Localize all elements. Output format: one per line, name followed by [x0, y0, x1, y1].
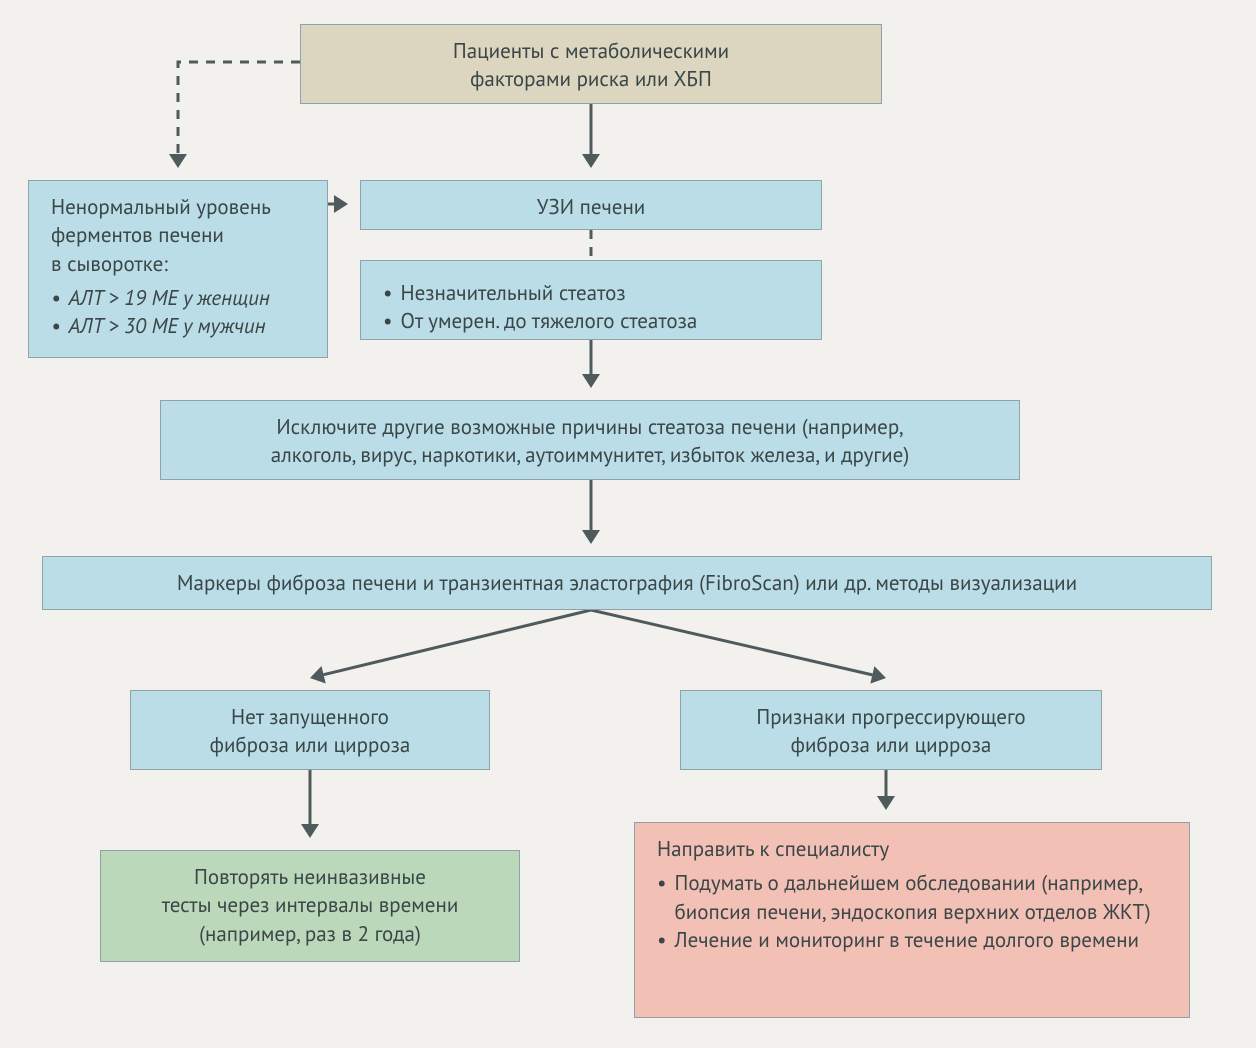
edge-e2-head	[169, 154, 187, 168]
edge-e7	[591, 610, 872, 675]
node-n6: Маркеры фиброза печени и транзиентная эл…	[42, 556, 1212, 610]
node-n7: Нет запущенногофиброза или цирроза	[130, 690, 490, 770]
node-n2: Ненормальный уровеньферментов печенив сы…	[28, 180, 328, 358]
node-n4: •Незначительный стеатоз•От умерен. до тя…	[360, 260, 822, 340]
edge-e2	[178, 62, 300, 154]
edge-e9-head	[877, 796, 895, 810]
edge-e6-head	[310, 666, 326, 683]
node-n8: Признаки прогрессирующегофиброза или цир…	[680, 690, 1102, 770]
edge-e3-head	[334, 195, 348, 213]
node-n5: Исключите другие возможные причины стеат…	[160, 400, 1020, 480]
node-n3: УЗИ печени	[360, 180, 822, 230]
edge-e1-head	[582, 154, 600, 168]
edge-e8-head	[301, 824, 319, 838]
edge-e5-head	[582, 530, 600, 544]
flowchart-canvas: Пациенты с метаболическимифакторами риск…	[0, 0, 1256, 1048]
node-n9: Повторять неинвазивныетесты через интерв…	[100, 850, 520, 962]
node-n1: Пациенты с метаболическимифакторами риск…	[300, 24, 882, 104]
edge-e7-head	[870, 666, 886, 684]
node-n10: Направить к специалисту•Подумать о дальн…	[634, 822, 1190, 1018]
edge-e4-head	[582, 374, 600, 388]
edge-e6	[324, 610, 591, 675]
